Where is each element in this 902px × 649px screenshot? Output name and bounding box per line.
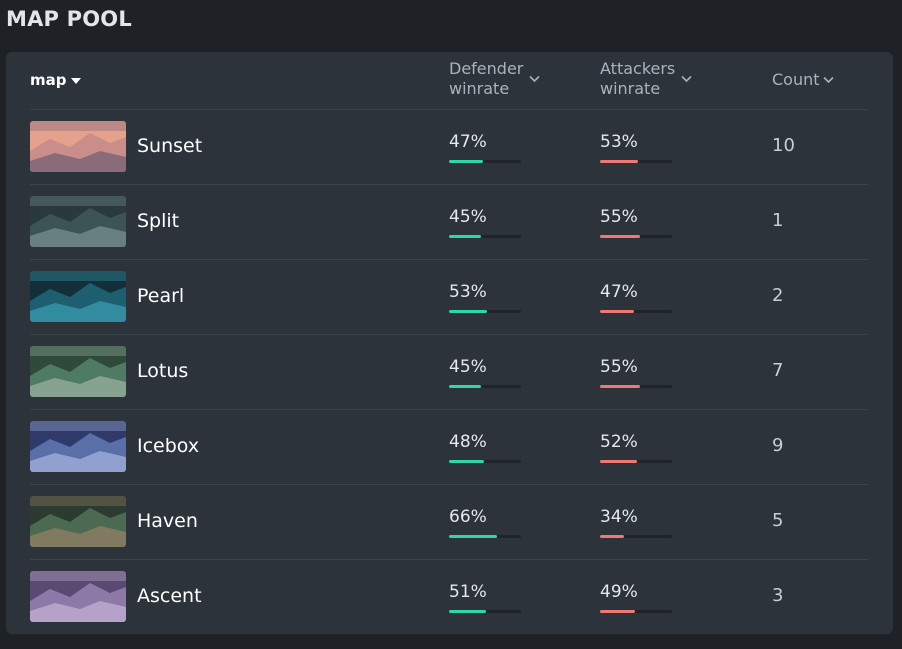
defender-winrate-fill [449, 235, 481, 238]
defender-winrate-fill [449, 385, 481, 388]
attackers-winrate-fill [600, 160, 638, 163]
chevron-down-icon [681, 75, 692, 83]
attackers-winrate-bar [600, 310, 672, 313]
match-count: 9 [772, 435, 784, 456]
table-row[interactable]: Lotus 45% 55% 7 [30, 334, 868, 410]
defender-winrate-bar [449, 610, 521, 613]
match-count: 3 [772, 585, 784, 606]
map-thumbnail [30, 496, 126, 547]
defender-winrate-fill [449, 310, 487, 313]
map-name: Lotus [137, 360, 189, 382]
attackers-winrate: 49% [600, 582, 638, 602]
attackers-winrate-bar [600, 535, 672, 538]
match-count: 7 [772, 360, 784, 381]
map-name: Ascent [137, 585, 202, 607]
attackers-winrate-fill [600, 460, 637, 463]
attackers-winrate-bar [600, 610, 672, 613]
defender-header-line1: Defender [449, 59, 524, 78]
match-count: 5 [772, 510, 784, 531]
defender-winrate: 45% [449, 207, 487, 227]
map-name: Haven [137, 510, 198, 532]
map-name: Icebox [137, 435, 200, 457]
map-name: Sunset [137, 135, 203, 157]
defender-winrate-bar [449, 460, 521, 463]
defender-winrate-bar [449, 385, 521, 388]
table-row[interactable]: Icebox 48% 52% 9 [30, 409, 868, 485]
map-pool-table: map Defender winrate Attackers winrate C… [6, 52, 893, 634]
table-row[interactable]: Haven 66% 34% 5 [30, 484, 868, 560]
attackers-winrate: 52% [600, 432, 638, 452]
count-header-label: Count [772, 70, 820, 89]
sort-attackers-winrate-header[interactable]: Attackers winrate [600, 59, 692, 99]
attackers-header-line2: winrate [600, 79, 661, 98]
attackers-winrate-fill [600, 310, 634, 313]
defender-winrate: 66% [449, 507, 487, 527]
attackers-winrate: 55% [600, 207, 638, 227]
attackers-winrate-fill [600, 535, 624, 538]
sort-defender-winrate-header[interactable]: Defender winrate [449, 59, 540, 99]
map-thumbnail [30, 571, 126, 622]
attackers-winrate: 34% [600, 507, 638, 527]
defender-header-line2: winrate [449, 79, 510, 98]
table-row[interactable]: Split 45% 55% 1 [30, 184, 868, 260]
match-count: 10 [772, 135, 795, 156]
attackers-winrate: 53% [600, 132, 638, 152]
defender-winrate-bar [449, 535, 521, 538]
defender-winrate-fill [449, 460, 484, 463]
map-thumbnail [30, 346, 126, 397]
defender-winrate: 45% [449, 357, 487, 377]
table-row[interactable]: Ascent 51% 49% 3 [30, 559, 868, 634]
map-name: Pearl [137, 285, 185, 307]
map-thumbnail [30, 271, 126, 322]
map-thumbnail [30, 421, 126, 472]
attackers-winrate-bar [600, 160, 672, 163]
attackers-winrate-fill [600, 610, 635, 613]
attackers-winrate-fill [600, 385, 640, 388]
table-header: map Defender winrate Attackers winrate C… [30, 52, 868, 110]
map-thumbnail [30, 121, 126, 172]
defender-winrate-fill [449, 535, 497, 538]
map-thumbnail [30, 196, 126, 247]
attackers-winrate-fill [600, 235, 640, 238]
defender-winrate: 47% [449, 132, 487, 152]
table-row[interactable]: Sunset 47% 53% 10 [30, 109, 868, 185]
map-header-label: map [30, 71, 67, 89]
match-count: 1 [772, 210, 784, 231]
sort-map-header[interactable]: map [30, 70, 81, 90]
attackers-header-line1: Attackers [600, 59, 676, 78]
defender-winrate: 53% [449, 282, 487, 302]
table-row[interactable]: Pearl 53% 47% 2 [30, 259, 868, 335]
defender-winrate-bar [449, 235, 521, 238]
chevron-down-icon [822, 76, 834, 84]
defender-winrate: 48% [449, 432, 487, 452]
defender-winrate-bar [449, 310, 521, 313]
page-title: MAP POOL [6, 7, 132, 31]
attackers-winrate-bar [600, 385, 672, 388]
chevron-down-icon [529, 75, 540, 83]
attackers-winrate-bar [600, 460, 672, 463]
defender-winrate-fill [449, 610, 486, 613]
match-count: 2 [772, 285, 784, 306]
caret-down-icon [70, 77, 81, 84]
attackers-winrate-bar [600, 235, 672, 238]
attackers-winrate: 55% [600, 357, 638, 377]
defender-winrate-bar [449, 160, 521, 163]
sort-count-header[interactable]: Count [772, 70, 834, 90]
defender-winrate-fill [449, 160, 483, 163]
defender-winrate: 51% [449, 582, 487, 602]
attackers-winrate: 47% [600, 282, 638, 302]
map-name: Split [137, 210, 180, 232]
